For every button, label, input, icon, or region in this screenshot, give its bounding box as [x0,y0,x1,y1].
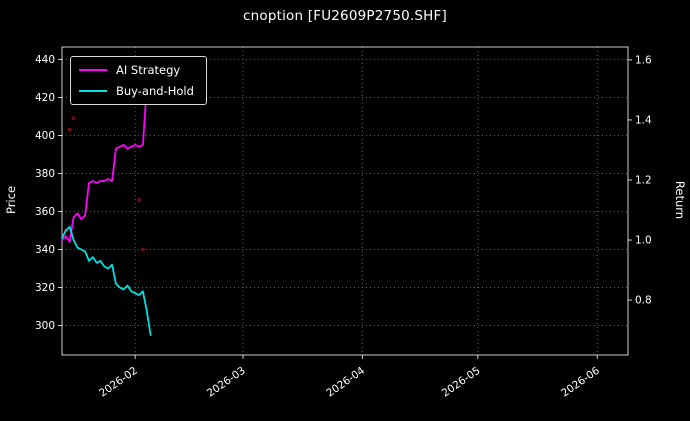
tick-labels: 300 320 340 360 380 400 420 440 0.8 1.0 1.2 1.4 1.6 2… [35,54,652,400]
ai-strategy-line [61,87,148,243]
price-tick-label: 320 [35,282,55,294]
price-axis-label: Price [4,186,18,214]
x-tick-label: 2026-05 [440,365,483,400]
gridlines [62,47,628,355]
buy-and-hold-line [61,225,152,336]
x-tick-label: 2026-03 [205,365,248,400]
return-tick-label: 1.4 [635,114,652,126]
plot-frame [61,46,629,356]
legend: AI Strategy Buy-and-Hold [70,56,207,105]
signal-dot [137,198,141,202]
legend-entry-buy-and-hold: Buy-and-Hold [79,84,194,98]
chart-title: cnoption [FU2609P2750.SHF] [243,8,447,24]
legend-label: AI Strategy [116,63,181,77]
price-tick-label: 300 [35,320,55,332]
legend-label: Buy-and-Hold [116,84,194,98]
price-tick-label: 420 [35,92,55,104]
x-tick-label: 2026-04 [324,364,367,399]
price-tick-label: 360 [35,206,55,218]
x-tick-label: 2026-02 [97,365,140,400]
x-tick-label: 2026-06 [559,364,602,399]
ai-strategy-line-swatch [79,69,107,71]
price-tick-label: 380 [35,168,55,180]
return-tick-label: 0.8 [635,295,652,307]
price-tick-label: 400 [35,130,55,142]
legend-entry-ai-strategy: AI Strategy [79,63,194,77]
return-tick-label: 1.2 [635,174,652,186]
tick-marks [58,58,632,359]
signal-dot [71,116,76,121]
price-tick-label: 340 [35,244,55,256]
signal-dot [140,247,145,252]
return-tick-label: 1.0 [635,235,652,247]
buy-and-hold-line-swatch [79,90,107,92]
return-axis-label: Return [673,181,687,219]
signal-dot [67,127,72,132]
return-tick-label: 1.6 [635,54,652,66]
price-tick-label: 440 [35,54,55,66]
